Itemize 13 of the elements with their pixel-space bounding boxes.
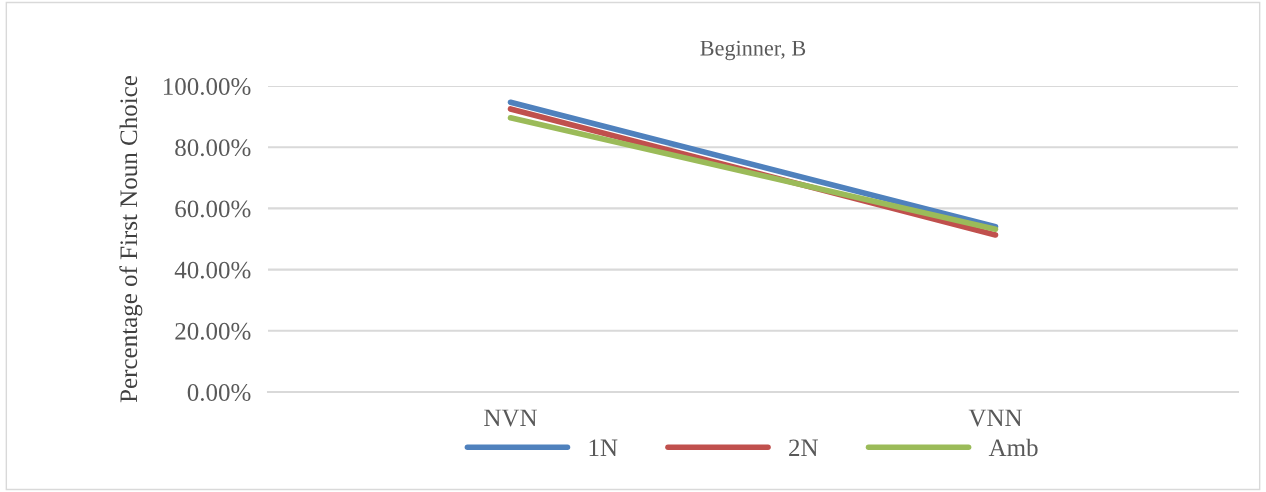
legend-label: Amb [988,438,1038,457]
y-tick-label: 40.00% [174,261,251,279]
y-tick-label: 100.00% [163,78,251,96]
y-tick-label: 20.00% [175,322,251,340]
chart-title: Beginner, B [700,40,806,61]
legend-label: 1N [589,439,618,456]
y-tick-label: 0.00% [187,384,251,402]
legend-label: 2N [789,439,818,456]
x-tick-label: VNN [968,409,1023,427]
y-tick-label: 80.00% [175,139,251,157]
y-axis-title: Percentage of First Noun Choice [119,76,143,403]
y-tick-label: 60.00% [175,200,251,218]
x-tick-label: NVN [484,409,538,427]
